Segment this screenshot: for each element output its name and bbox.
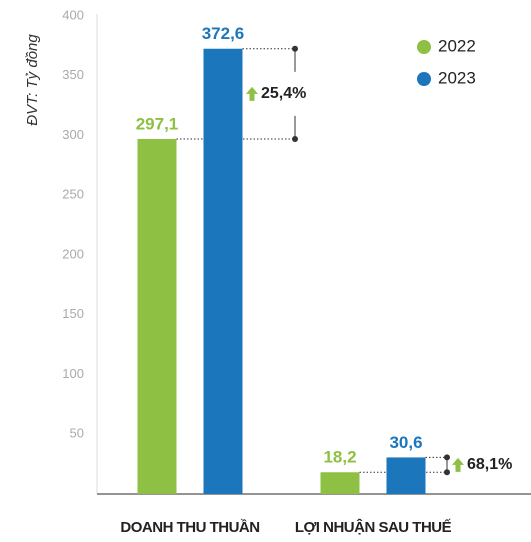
y-tick-label: 350: [62, 67, 84, 82]
x-tick-label: LỢI NHUẬN SAU THUẾ: [295, 518, 452, 536]
change-annotation: 68,1%: [467, 456, 512, 473]
legend-swatch: [417, 40, 431, 54]
y-tick-label: 400: [62, 7, 84, 22]
value-label: 297,1: [136, 114, 179, 133]
y-tick-label: 50: [70, 426, 84, 441]
bar: [386, 457, 426, 494]
value-label: 30,6: [389, 433, 422, 452]
x-tick-label: DOANH THU THUẦN: [120, 519, 259, 536]
value-label: 18,2: [323, 448, 356, 467]
legend-label: 2022: [438, 36, 476, 55]
up-arrow: [452, 457, 464, 472]
legend-label: 2023: [438, 68, 476, 87]
up-arrow: [246, 86, 258, 101]
bar: [320, 472, 360, 494]
bar: [137, 138, 177, 494]
value-label: 372,6: [202, 24, 245, 43]
change-annotation: 25,4%: [261, 85, 306, 102]
y-axis-label: ĐVT: Tỷ đồng: [24, 34, 41, 126]
legend-swatch: [417, 72, 431, 86]
y-tick-label: 300: [62, 127, 84, 142]
y-tick-label: 200: [62, 246, 84, 261]
bar: [203, 48, 243, 494]
y-tick-label: 100: [62, 366, 84, 381]
y-tick-label: 150: [62, 306, 84, 321]
y-tick-label: 250: [62, 187, 84, 202]
